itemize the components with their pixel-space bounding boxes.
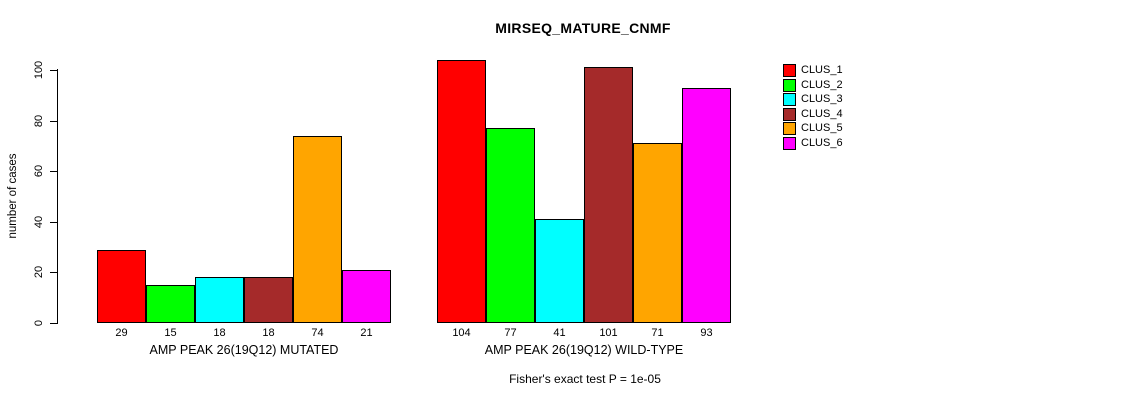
y-tick-label: 20 [33,265,45,279]
y-tick-label: 0 [33,319,45,327]
y-tick-label: 100 [33,60,45,80]
legend-swatch-icon [783,93,796,106]
y-tick-label: 40 [33,215,45,229]
bar-value-label: 93 [700,327,713,339]
legend: CLUS_1 CLUS_2 CLUS_3 CLUS_4 CLUS_5 CLUS_6 [783,64,843,150]
bar [146,285,195,323]
y-tick [50,272,57,273]
y-tick [50,70,57,71]
bar [486,128,535,323]
legend-label: CLUS_5 [801,122,843,134]
legend-swatch-icon [783,64,796,77]
bar-value-label: 74 [311,327,324,339]
bar-value-label: 29 [115,327,128,339]
legend-item: CLUS_5 [783,122,843,135]
bar [244,277,293,323]
bar-value-label: 104 [452,327,471,339]
legend-label: CLUS_1 [801,64,843,76]
legend-item: CLUS_1 [783,64,843,77]
y-tick-label: 60 [33,164,45,178]
legend-item: CLUS_2 [783,78,843,92]
legend-item: CLUS_3 [783,93,843,106]
y-tick-label: 80 [33,114,45,128]
bar [535,219,584,323]
legend-item: CLUS_6 [783,136,843,150]
bar-value-label: 15 [164,327,177,339]
bar [97,250,146,323]
legend-label: CLUS_2 [801,78,843,91]
legend-swatch-icon [783,107,796,121]
y-axis-line [57,69,58,324]
bar [293,136,342,323]
group-label-mutated: AMP PEAK 26(19Q12) MUTATED [149,343,339,357]
group-label-wildtype: AMP PEAK 26(19Q12) WILD-TYPE [484,343,684,357]
legend-label: CLUS_4 [801,107,843,120]
y-tick [50,222,57,223]
bar-value-label: 18 [213,327,226,339]
y-axis-title: number of cases [7,153,19,239]
bar [342,270,391,323]
bar [195,277,244,323]
legend-label: CLUS_6 [801,136,843,149]
bar-value-label: 21 [360,327,373,339]
bar-value-label: 77 [504,327,517,339]
legend-swatch-icon [783,136,796,150]
y-tick [50,171,57,172]
bar-value-label: 41 [553,327,566,339]
bar [437,60,486,323]
fisher-test-annotation: Fisher's exact test P = 1e-05 [509,372,661,386]
y-tick [50,323,57,324]
chart-title: MIRSEQ_MATURE_CNMF [495,20,671,36]
legend-swatch-icon [783,78,796,92]
legend-swatch-icon [783,122,796,135]
bar-value-label: 71 [651,327,664,339]
bar [584,67,633,323]
legend-label: CLUS_3 [801,93,843,105]
bar [682,88,731,323]
y-tick [50,121,57,122]
bar-value-label: 18 [262,327,275,339]
bar [633,143,682,323]
legend-item: CLUS_4 [783,107,843,121]
bar-value-label: 101 [599,327,618,339]
